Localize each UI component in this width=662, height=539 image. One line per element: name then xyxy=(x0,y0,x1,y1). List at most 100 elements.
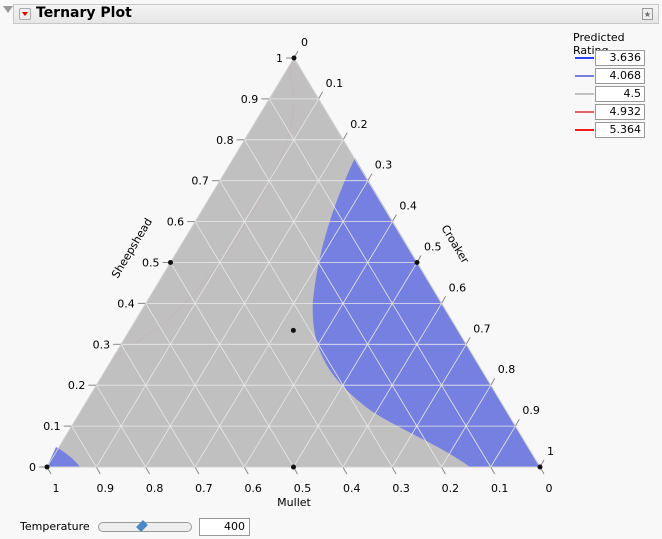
tick-label-sheepshead: 0.9 xyxy=(241,93,259,106)
legend-swatch xyxy=(575,57,594,59)
tick-mullet xyxy=(440,466,446,475)
tick-label-sheepshead: 0 xyxy=(29,461,36,474)
temperature-input[interactable]: 400 xyxy=(199,518,250,536)
grid-line-mullet xyxy=(170,262,294,468)
tick-label-sheepshead: 0.7 xyxy=(191,175,209,188)
outline-header xyxy=(13,4,659,24)
grid-line-croaker xyxy=(293,262,418,468)
axis-label-sheepshead: Sheepshead xyxy=(109,216,155,281)
tick-label-croaker: 0.6 xyxy=(449,281,467,294)
legend-swatch xyxy=(575,93,594,95)
axis-label-mullet: Mullet xyxy=(277,496,311,509)
grid-line-mullet xyxy=(145,303,245,468)
legend-item: 4.068 xyxy=(573,67,662,85)
tick-label-croaker: 0.3 xyxy=(375,159,393,172)
grid-line-croaker xyxy=(490,425,516,468)
tick-label-sheepshead: 0.1 xyxy=(43,420,61,433)
tick-croaker xyxy=(490,377,496,386)
tick-croaker xyxy=(342,132,348,141)
grid-line-croaker xyxy=(194,180,369,468)
tick-label-sheepshead: 0.5 xyxy=(142,257,160,270)
tick-mullet xyxy=(95,466,101,475)
outline-title: Ternary Plot xyxy=(36,5,132,21)
tick-label-mullet: 0.8 xyxy=(146,482,164,495)
grid-line-croaker xyxy=(342,303,442,468)
pin-icon[interactable]: ★ xyxy=(642,8,653,20)
tick-label-sheepshead: 0.2 xyxy=(68,379,86,392)
tick-croaker xyxy=(465,337,471,345)
legend-value: 4.5 xyxy=(595,86,645,102)
grid-line-croaker xyxy=(441,384,492,468)
design-point xyxy=(414,260,420,265)
region-low xyxy=(312,158,540,467)
tick-label-mullet: 0.6 xyxy=(244,482,262,495)
tick-mullet xyxy=(342,466,348,475)
tick-label-croaker: 0.7 xyxy=(473,322,491,335)
legend-value: 4.068 xyxy=(595,68,645,84)
tick-label-croaker: 0.5 xyxy=(424,241,442,254)
tick-label-sheepshead: 0.3 xyxy=(93,338,111,351)
tick-label-sheepshead: 0.6 xyxy=(167,216,185,229)
design-point xyxy=(168,260,173,265)
legend-item: 4.932 xyxy=(573,103,662,121)
tick-mullet xyxy=(391,466,397,475)
axis-label-croaker: Croaker xyxy=(438,223,471,267)
tick-label-croaker: 0 xyxy=(301,36,308,49)
tick-croaker xyxy=(391,214,397,222)
tick-label-sheepshead: 1 xyxy=(276,52,283,65)
legend-item: 5.364 xyxy=(573,121,662,139)
tick-label-mullet: 0 xyxy=(546,482,553,495)
grid-line-mullet xyxy=(120,344,196,468)
region-low-corner xyxy=(47,447,80,467)
tick-label-mullet: 0.2 xyxy=(442,482,460,495)
legend-item: 3.636 xyxy=(573,49,662,67)
disclosure-triangle-icon[interactable] xyxy=(3,6,13,13)
grid-line-mullet xyxy=(71,425,97,468)
tick-label-croaker: 0.8 xyxy=(498,363,516,376)
tick-label-mullet: 0.3 xyxy=(392,482,410,495)
red-triangle-menu-icon[interactable] xyxy=(19,8,31,20)
tick-label-croaker: 0.2 xyxy=(350,118,368,131)
tick-mullet xyxy=(194,466,200,475)
tick-croaker xyxy=(514,418,520,427)
slider-thumb[interactable] xyxy=(136,520,148,532)
tick-croaker xyxy=(441,296,447,304)
grid-line-mullet xyxy=(219,180,393,468)
legend-swatch xyxy=(575,75,594,77)
legend-item: 4.5 xyxy=(573,85,662,103)
legend-value: 3.636 xyxy=(595,50,645,66)
legend-swatch xyxy=(575,111,594,113)
tick-mullet xyxy=(243,466,249,475)
grid-line-croaker xyxy=(391,344,467,468)
legend-title: Predicted Rating xyxy=(573,31,625,57)
tick-label-mullet: 0.1 xyxy=(491,482,509,495)
tick-mullet xyxy=(490,466,496,475)
tick-label-mullet: 1 xyxy=(53,482,60,495)
tick-label-croaker: 0.4 xyxy=(399,200,417,213)
tick-label-mullet: 0.9 xyxy=(97,482,115,495)
design-point xyxy=(537,464,543,470)
legend-value: 5.364 xyxy=(595,122,645,138)
tick-label-croaker: 0.9 xyxy=(522,404,540,417)
design-point xyxy=(291,55,297,61)
design-point xyxy=(291,464,296,470)
tick-croaker xyxy=(367,173,373,181)
tick-label-croaker: 1 xyxy=(547,445,554,458)
grid-line-mullet xyxy=(96,384,146,468)
grid-line-croaker xyxy=(95,98,319,468)
tick-croaker xyxy=(318,91,324,100)
tick-label-sheepshead: 0.4 xyxy=(117,297,135,310)
tick-label-sheepshead: 0.8 xyxy=(216,134,234,147)
legend-swatch xyxy=(575,129,594,131)
temperature-slider[interactable] xyxy=(98,520,192,532)
legend-value: 4.932 xyxy=(595,104,645,120)
legend: Predicted Rating 3.636 4.068 4.5 4.932 5.364 xyxy=(573,31,662,139)
tick-label-mullet: 0.7 xyxy=(195,482,213,495)
grid-line-mullet xyxy=(268,98,492,468)
tick-label-croaker: 0.1 xyxy=(326,77,344,90)
design-point xyxy=(44,464,50,470)
temperature-label: Temperature xyxy=(20,520,90,533)
design-point xyxy=(290,327,296,333)
tick-label-mullet: 0.5 xyxy=(294,482,312,495)
